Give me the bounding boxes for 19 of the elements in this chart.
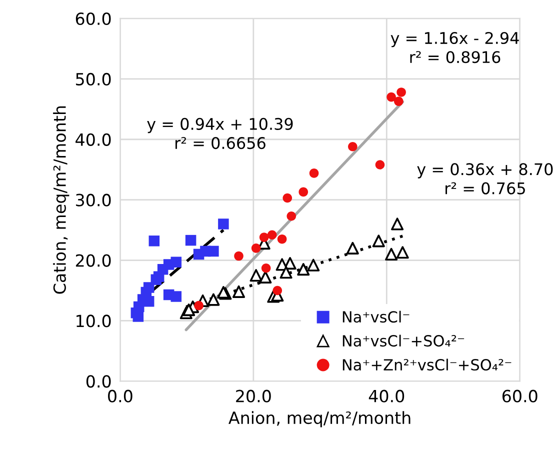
x-tick-label: 20.0 <box>236 390 271 402</box>
x-axis-title: Anion, meq/m²/month <box>228 411 410 428</box>
x-tick-label: 0.0 <box>108 390 132 402</box>
x-tick-label: 60.0 <box>502 390 538 402</box>
legend-label: Na⁺+Zn²⁺vsCl⁻+SO₄²⁻ <box>342 358 512 371</box>
y-axis-title: Cation, meq/m²/month <box>53 106 70 294</box>
y-tick-label: 0.0 <box>86 375 111 388</box>
legend-label: Na⁺vsCl⁻+SO₄²⁻ <box>342 334 464 347</box>
annotation: y = 0.36x + 8.70 r² = 0.765 <box>417 163 553 194</box>
y-tick-label: 10.0 <box>76 314 111 328</box>
x-tick-label: 40.0 <box>368 390 404 402</box>
annotation: y = 1.16x - 2.94 r² = 0.8916 <box>390 32 519 64</box>
y-tick-label: 40.0 <box>76 133 111 146</box>
y-tick-label: 20.0 <box>76 254 111 267</box>
y-tick-label: 60.0 <box>76 12 111 26</box>
y-tick-label: 50.0 <box>76 72 111 86</box>
legend-label: Na⁺vsCl⁻ <box>342 310 410 323</box>
y-tick-label: 30.0 <box>76 194 111 206</box>
annotation: y = 0.94x + 10.39 r² = 0.6656 <box>147 118 293 150</box>
